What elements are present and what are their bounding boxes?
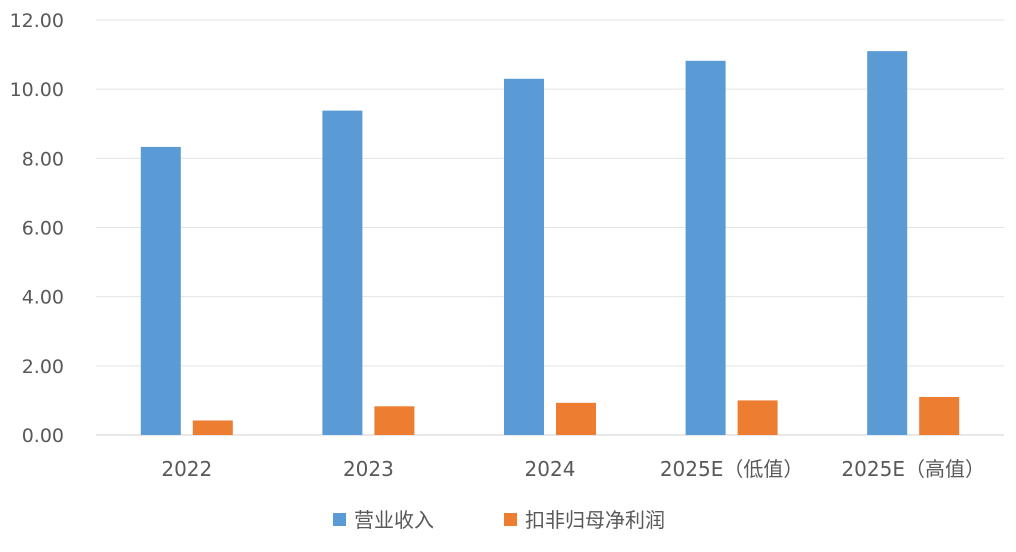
bar-revenue-3 [685, 60, 726, 435]
legend-swatch [504, 513, 517, 526]
y-tick-label: 0.00 [22, 425, 64, 447]
bar-revenue-1 [322, 110, 363, 435]
x-category-label: 2025E（高值） [841, 457, 985, 481]
gridlines [96, 19, 1004, 436]
y-tick-label: 10.00 [10, 79, 64, 101]
x-axis-categories: 2022 2023 2024 2025E（低值） 2025E（高值） [161, 457, 985, 481]
x-category-label: 2025E（低值） [660, 457, 804, 481]
y-axis-ticks: 0.00 2.00 4.00 6.00 8.00 10.00 12.00 [10, 10, 64, 447]
y-tick-label: 4.00 [22, 287, 64, 309]
bar-net-profit-0 [192, 420, 233, 435]
legend: 营业收入 扣非归母净利润 [333, 508, 665, 532]
x-category-label: 2022 [161, 457, 212, 481]
bar-net-profit-4 [919, 396, 960, 435]
bars [140, 51, 960, 436]
bar-net-profit-2 [556, 402, 596, 435]
x-category-label: 2024 [525, 457, 576, 481]
bar-revenue-0 [140, 146, 181, 435]
y-tick-label: 2.00 [22, 356, 64, 378]
bar-net-profit-1 [374, 406, 415, 435]
bar-revenue-2 [504, 78, 544, 436]
y-tick-label: 12.00 [10, 10, 64, 32]
legend-swatch [333, 513, 346, 526]
x-category-label: 2023 [343, 457, 394, 481]
bar-revenue-4 [867, 51, 908, 435]
y-tick-label: 6.00 [22, 218, 64, 240]
legend-label: 扣非归母净利润 [525, 508, 665, 532]
bar-net-profit-3 [737, 400, 778, 435]
legend-label: 营业收入 [354, 508, 434, 532]
y-tick-label: 8.00 [22, 148, 64, 170]
